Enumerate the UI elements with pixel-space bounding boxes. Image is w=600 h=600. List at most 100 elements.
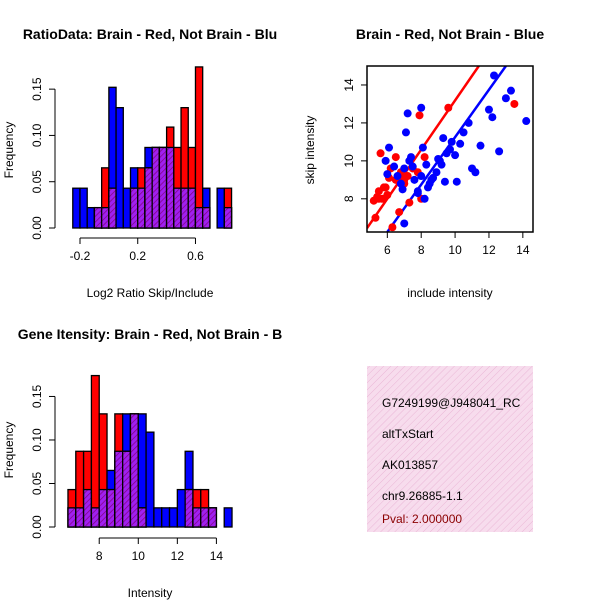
ratio-histogram-overlap-bar [93, 206, 103, 229]
scatter-y-tick-label: 14 [342, 78, 356, 92]
scatter-point-red [388, 223, 397, 232]
scatter-point-blue [471, 168, 480, 177]
intensity-histogram-y-tick-label: 0.15 [30, 384, 44, 408]
scatter-point-blue [408, 162, 417, 171]
scatter-point-blue [435, 156, 444, 165]
ratio-histogram-blue-bar [79, 187, 88, 229]
scatter-y-tick-label: 8 [342, 195, 356, 202]
intensity-histogram-y-tick-label: 0.00 [30, 515, 44, 539]
ratio-histogram-y-tick-label: 0.00 [30, 216, 44, 240]
intensity-histogram-overlap-bar [90, 507, 100, 528]
ratio-histogram: RatioData: Brain - Red, Not Brain - Blu … [2, 26, 277, 300]
ratio-histogram-blue-bar [115, 107, 124, 229]
intensity-histogram-blue-bar [145, 431, 155, 528]
scatter-point-blue [418, 143, 427, 152]
intensity-histogram-x-tick-label: 8 [96, 549, 103, 563]
scatter-point-red [376, 149, 385, 158]
intensity-histogram-ylabel: Frequency [2, 422, 16, 479]
scatter-point-blue [476, 141, 485, 150]
scatter-x-tick-label: 8 [418, 243, 425, 257]
intensity-histogram-overlap-bar [106, 488, 116, 528]
scatter-ylabel: skip intensity [303, 116, 317, 185]
intensity-histogram-red-bar [90, 374, 100, 528]
scatter-point-blue [393, 172, 402, 181]
ratio-histogram-blue-bar [122, 187, 132, 229]
scatter-point-blue [381, 156, 390, 165]
ratio-histogram-x-tick-label: -0.2 [70, 249, 91, 263]
scatter-point-red [510, 99, 519, 108]
intensity-histogram-x-tick-label: 12 [171, 549, 185, 563]
intensity-histogram-blue-bar [168, 507, 178, 528]
scatter-point-blue [423, 183, 432, 192]
scatter-point-blue [390, 162, 399, 171]
scatter-point-blue [440, 177, 449, 186]
scatter-point-blue [446, 145, 454, 154]
scatter-point-red [415, 111, 424, 120]
intensity-histogram-x-tick-label: 10 [132, 549, 146, 563]
scatter-point-red [391, 153, 400, 162]
scatter-point-blue [452, 177, 461, 186]
scatter-point-red [444, 103, 453, 112]
intensity-histogram-overlap-bar [67, 507, 77, 528]
scatter-point-blue [420, 194, 429, 203]
scatter-point-blue [400, 219, 409, 228]
ratio-histogram-overlap-bar [187, 187, 197, 229]
intensity-histogram-overlap-bar [98, 488, 108, 528]
info-accession: AK013857 [382, 458, 438, 472]
scatter-point-red [381, 183, 390, 192]
ratio-histogram-axes: -0.2 0.2 0.6 0.00 0.05 0.10 0.15 [30, 77, 204, 263]
scatter-point-blue [401, 128, 410, 137]
scatter-point-blue [522, 117, 531, 126]
scatter-point-blue [385, 143, 394, 152]
intensity-scatter: Brain - Red, Not Brain - Blue 6 8 10 12 14 8 1… [303, 26, 544, 300]
scatter-point-blue [427, 175, 436, 184]
ratio-histogram-blue-bar [216, 187, 225, 229]
ratio-histogram-overlap-bar [137, 187, 146, 229]
scatter-point-blue [383, 170, 392, 179]
ratio-histogram-y-tick-label: 0.05 [30, 170, 44, 194]
scatter-xlabel: include intensity [407, 286, 492, 300]
intensity-histogram-blue-bar [223, 507, 233, 528]
ratio-histogram-overlap-bar [144, 167, 153, 229]
scatter-point-blue [410, 175, 419, 184]
scatter-title: Brain - Red, Not Brain - Blue [356, 26, 544, 42]
scatter-point-blue [407, 153, 416, 162]
scatter-point-red [405, 198, 414, 207]
scatter-point-blue [459, 128, 468, 137]
ratio-histogram-overlap-bar [223, 206, 233, 229]
scatter-points [369, 71, 531, 232]
intensity-histogram-xlabel: Intensity [128, 586, 173, 600]
scatter-point-blue [400, 164, 409, 173]
intensity-histogram-axes: 8 10 12 14 0.00 0.05 0.10 0.15 [30, 384, 223, 563]
scatter-point-blue [488, 113, 497, 122]
scatter-point-blue [506, 86, 515, 95]
intensity-histogram-overlap-bar [82, 488, 93, 528]
ratio-histogram-overlap-bar [158, 146, 168, 229]
intensity-histogram-overlap-bar [200, 507, 210, 528]
intensity-histogram-overlap-bar [129, 413, 139, 528]
ratio-histogram-overlap-bar [202, 206, 211, 229]
scatter-point-blue [417, 103, 426, 112]
ratio-histogram-overlap-bar [100, 206, 110, 229]
ratio-histogram-red-bar [194, 66, 204, 229]
scatter-point-red [403, 172, 412, 181]
ratio-histogram-bars [72, 66, 233, 229]
intensity-histogram-blue-bar [161, 507, 171, 528]
intensity-histogram-y-tick-label: 0.10 [30, 428, 44, 452]
intensity-histogram-overlap-bar [137, 507, 147, 528]
scatter-x-tick-label: 14 [516, 243, 530, 257]
scatter-point-red [383, 191, 392, 200]
info-pval: Pval: 2.000000 [382, 512, 462, 526]
scatter-y-tick-label: 10 [342, 154, 356, 168]
info-event-type: altTxStart [382, 427, 434, 441]
scatter-x-tick-label: 6 [384, 243, 391, 257]
scatter-x-tick-label: 10 [448, 243, 462, 257]
scatter-x-tick-label: 12 [482, 243, 496, 257]
ratio-histogram-x-tick-label: 0.6 [187, 249, 204, 263]
scatter-point-blue [398, 185, 407, 194]
scatter-point-blue [413, 189, 422, 198]
ratio-histogram-overlap-bar [151, 146, 161, 229]
scatter-point-blue [447, 137, 456, 146]
scatter-y-tick-label: 12 [342, 116, 356, 130]
